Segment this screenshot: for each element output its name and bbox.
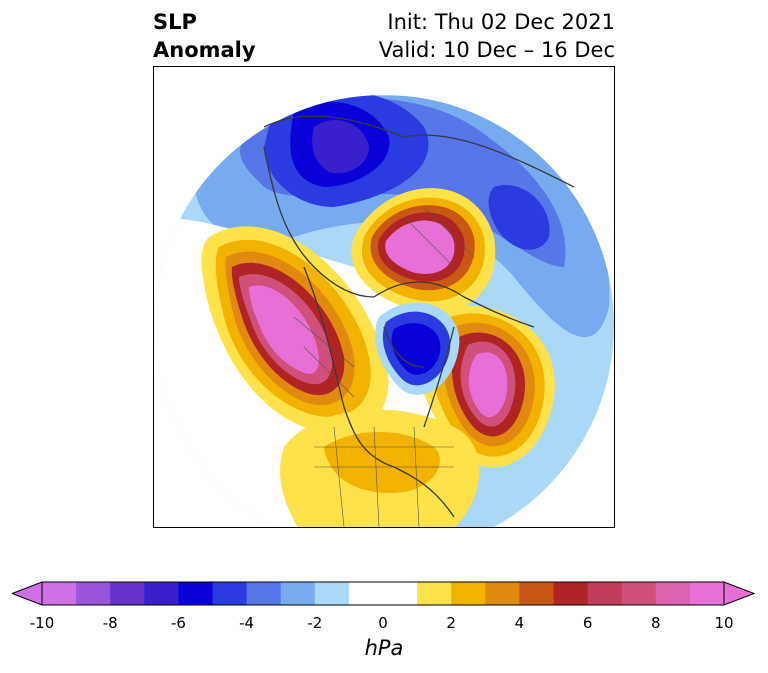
variable-label: SLP (153, 10, 197, 34)
colorbar-bin (485, 582, 520, 605)
colorbar-bin (144, 582, 179, 605)
colorbar-bin (212, 582, 248, 605)
colorbar-bin (553, 582, 589, 605)
colorbar-tick-label: -4 (239, 614, 255, 632)
init-label: Init: Thu 02 Dec 2021 (387, 10, 615, 34)
map-title-left: SLP Anomaly (153, 8, 256, 64)
colorbar-bin (280, 582, 316, 605)
colorbar-bin (587, 582, 623, 605)
colorbar-bin (383, 582, 418, 605)
colorbar-bin (178, 582, 213, 605)
colorbar-tick-label: 4 (514, 614, 525, 632)
colorbar-bin (655, 582, 691, 605)
colorbar-bin (42, 582, 77, 605)
colorbar-extend-low (10, 581, 43, 606)
colorbar-bin (417, 582, 452, 605)
colorbar-frame (41, 581, 725, 606)
arctic-low (375, 302, 460, 395)
anomaly-map-svg (154, 95, 614, 527)
colorbar-tick-label: 6 (582, 614, 593, 632)
colorbar (10, 580, 757, 616)
colorbar-bin (451, 582, 486, 605)
colorbar-bin (689, 582, 725, 605)
colorbar-bin (246, 582, 282, 605)
colorbar-tick-label: 10 (714, 614, 734, 632)
colorbar-extend-high (723, 581, 756, 606)
colorbar-bin (519, 582, 554, 605)
map-disc (154, 95, 614, 527)
colorbar-tick-label: 2 (446, 614, 456, 632)
colorbar-tick-label: 8 (651, 614, 661, 632)
colorbar-bin (314, 582, 350, 605)
coastlines (263, 115, 575, 518)
colorbar-bin (348, 582, 384, 605)
map-title-right: Init: Thu 02 Dec 2021 Valid: 10 Dec – 16… (379, 8, 615, 64)
anomaly-map (153, 66, 615, 528)
borders (293, 206, 475, 527)
pacific-high (201, 226, 389, 434)
colorbar-bin (76, 582, 111, 605)
colorbar-units: hPa (364, 636, 404, 660)
scandinavia-high (351, 188, 496, 314)
colorbar-tick-label: -10 (29, 614, 55, 632)
colorbar-svg (10, 581, 756, 606)
colorbar-tick-label: 0 (378, 614, 388, 632)
colorbar-bin (621, 582, 657, 605)
colorbar-tick-label: -2 (307, 614, 323, 632)
colorbar-tick-label: -8 (102, 614, 118, 632)
colorbar-tick-label: -6 (170, 614, 186, 632)
colorbar-bin (110, 582, 145, 605)
valid-label: Valid: 10 Dec – 16 Dec (378, 38, 615, 62)
kind-label: Anomaly (153, 38, 256, 62)
